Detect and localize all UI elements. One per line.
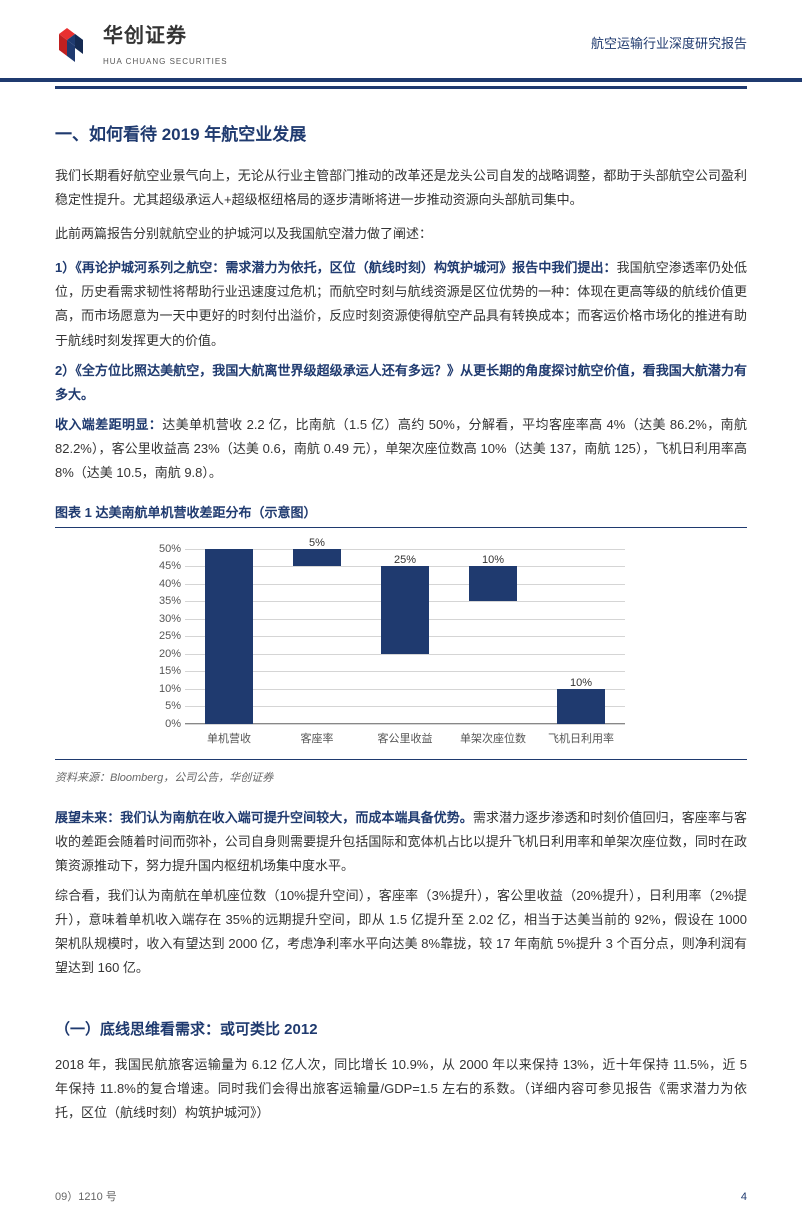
grid-line: [185, 724, 625, 725]
bold-lead: 1）《再论护城河系列之航空：需求潜力为依托，区位（航线时刻）构筑护城河》报告中我…: [55, 260, 617, 275]
logo-area: 华创证券 HUA CHUANG SECURITIES: [55, 18, 228, 70]
y-tick-label: 50%: [159, 539, 181, 559]
x-tick-label: 客公里收益: [378, 729, 433, 749]
bar-value-label: 10%: [570, 673, 592, 693]
x-tick-label: 单架次座位数: [460, 729, 526, 749]
footer-left: 09）1210 号: [55, 1187, 117, 1207]
y-tick-label: 15%: [159, 661, 181, 681]
y-tick-label: 5%: [165, 696, 181, 716]
paragraph: 综合看，我们认为南航在单机座位数（10%提升空间），客座率（3%提升），客公里收…: [55, 884, 747, 980]
y-tick-label: 30%: [159, 609, 181, 629]
page-number: 4: [741, 1187, 747, 1207]
y-tick-label: 25%: [159, 626, 181, 646]
chart-container: 0%5%10%15%20%25%30%35%40%45%50% 单机营收客座率客…: [55, 534, 747, 760]
section-1-title: 一、如何看待 2019 年航空业发展: [55, 119, 747, 150]
x-tick-label: 单机营收: [207, 729, 251, 749]
y-tick-label: 10%: [159, 679, 181, 699]
paragraph: 2018 年，我国民航旅客运输量为 6.12 亿人次，同比增长 10.9%，从 …: [55, 1053, 747, 1125]
paragraph: 收入端差距明显：达美单机营收 2.2 亿，比南航（1.5 亿）高约 50%，分解…: [55, 413, 747, 485]
page-footer: 09）1210 号 4: [0, 1181, 802, 1213]
x-axis: 单机营收 客座率 客公里收益 单架次座位数 飞机日利用率: [185, 729, 625, 749]
logo-text-block: 华创证券 HUA CHUANG SECURITIES: [103, 18, 228, 70]
figure-title: 图表 1 达美南航单机营收差距分布（示意图）: [55, 501, 747, 528]
paragraph: 2）《全方位比照达美航空，我国大航离世界级超级承运人还有多远？》从更长期的角度探…: [55, 359, 747, 407]
y-tick-label: 0%: [165, 714, 181, 734]
chart-bar: [205, 549, 253, 724]
logo-cn: 华创证券: [103, 18, 228, 55]
bold-lead: 收入端差距明显：: [55, 417, 162, 432]
y-axis: 0%5%10%15%20%25%30%35%40%45%50%: [145, 544, 183, 729]
page-header: 华创证券 HUA CHUANG SECURITIES 航空运输行业深度研究报告: [0, 0, 802, 82]
paragraph: 1）《再论护城河系列之航空：需求潜力为依托，区位（航线时刻）构筑护城河》报告中我…: [55, 256, 747, 352]
bold-lead: 2）《全方位比照达美航空，我国大航离世界级超级承运人还有多远？》从更长期的角度探…: [55, 363, 747, 402]
logo-en: HUA CHUANG SECURITIES: [103, 55, 228, 70]
chart-bar: [469, 566, 517, 601]
bar-value-label: 5%: [309, 533, 325, 553]
page-content: 一、如何看待 2019 年航空业发展 我们长期看好航空业景气向上，无论从行业主管…: [0, 89, 802, 1152]
bar-value-label: 25%: [394, 550, 416, 570]
y-tick-label: 45%: [159, 556, 181, 576]
y-tick-label: 20%: [159, 644, 181, 664]
figure-source: 资料来源：Bloomberg，公司公告，华创证券: [55, 768, 747, 788]
x-tick-label: 飞机日利用率: [548, 729, 614, 749]
chart-bar: [381, 566, 429, 654]
paragraph: 展望未来：我们认为南航在收入端可提升空间较大，而成本端具备优势。需求潜力逐步渗透…: [55, 806, 747, 878]
waterfall-chart: 0%5%10%15%20%25%30%35%40%45%50% 单机营收客座率客…: [145, 544, 645, 754]
y-tick-label: 35%: [159, 591, 181, 611]
logo-icon: [55, 26, 95, 62]
doc-title: 航空运输行业深度研究报告: [591, 32, 747, 56]
y-tick-label: 40%: [159, 574, 181, 594]
chart-bar: [557, 689, 605, 724]
paragraph: 此前两篇报告分别就航空业的护城河以及我国航空潜力做了阐述：: [55, 222, 747, 246]
bold-lead: 展望未来：我们认为南航在收入端可提升空间较大，而成本端具备优势。: [55, 810, 473, 825]
bar-value-label: 10%: [482, 550, 504, 570]
x-tick-label: 客座率: [301, 729, 334, 749]
section-1-1-title: （一）底线思维看需求：或可类比 2012: [55, 1016, 747, 1044]
paragraph: 我们长期看好航空业景气向上，无论从行业主管部门推动的改革还是龙头公司自发的战略调…: [55, 164, 747, 212]
